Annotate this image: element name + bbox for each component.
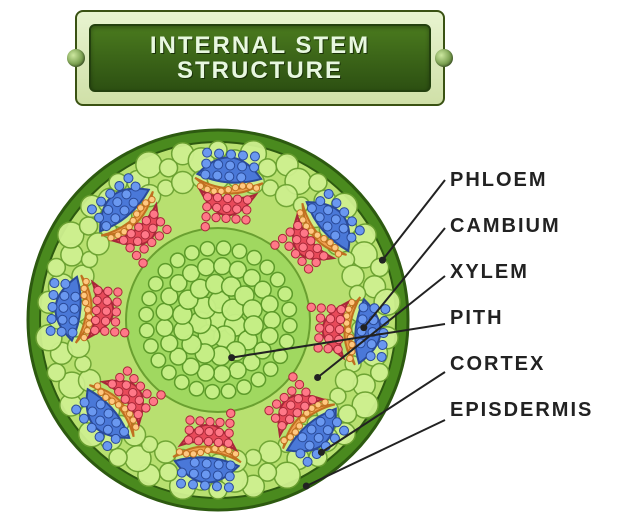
label-phloem: PHLOEM — [450, 170, 593, 190]
bolt-icon — [435, 49, 453, 67]
bolt-icon — [67, 49, 85, 67]
label-list: PHLOEM CAMBIUM XYLEM PITH CORTEX EPISDER… — [450, 170, 593, 420]
label-cambium: CAMBIUM — [450, 216, 593, 236]
sign-inner: INTERNAL STEM STRUCTURE — [89, 24, 431, 92]
label-xylem: XYLEM — [450, 262, 593, 282]
stem-structure-diagram: INTERNAL STEM STRUCTURE PHLOEM CAMBIUM X… — [0, 0, 626, 528]
title-sign: INTERNAL STEM STRUCTURE — [75, 10, 445, 106]
stem-cross-section — [18, 120, 418, 520]
label-pith: PITH — [450, 308, 593, 328]
title-line2: STRUCTURE — [177, 58, 343, 83]
label-epidermis: EPISDERMIS — [450, 400, 593, 420]
label-cortex: CORTEX — [450, 354, 593, 374]
title-line1: INTERNAL STEM — [150, 33, 370, 58]
